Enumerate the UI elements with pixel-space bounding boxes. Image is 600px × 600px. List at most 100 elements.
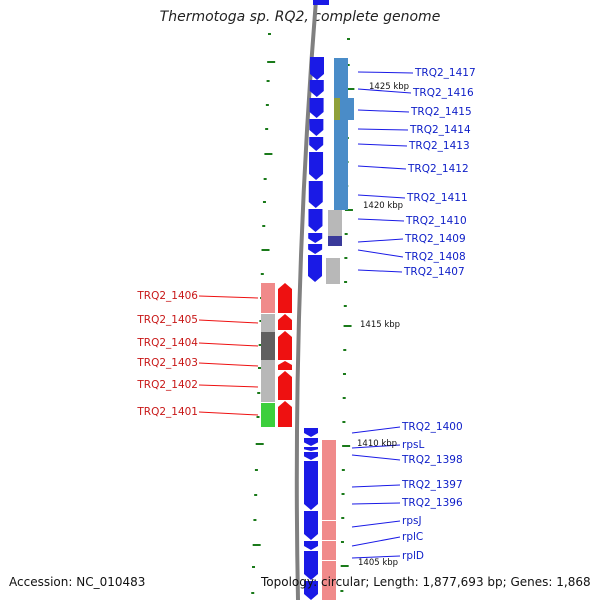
tick-mark [340,590,344,592]
gene-label: TRQ2_1410 [406,215,467,227]
leader-line [198,411,259,416]
gene-label: TRQ2_1409 [405,233,466,245]
leader-line [357,249,404,258]
tick-mark [340,541,344,543]
gene-arrow-forward [309,80,324,97]
cog-bar [340,98,354,120]
tick-mark [266,80,270,82]
tick-mark [346,64,350,66]
gene-label: TRQ2_1400 [402,421,463,433]
gene-arrow-forward [304,511,318,540]
gene-arrow-forward [309,137,324,151]
gene-label: TRQ2_1417 [415,67,476,79]
tick-mark [263,178,267,180]
tick-mark [262,201,266,203]
tick-mark [343,349,347,351]
gene-label: TRQ2_1412 [408,163,469,175]
leader-line [357,269,403,273]
leader-line [351,444,401,449]
cog-bar [334,120,348,152]
cog-bar [261,332,275,360]
topology-text: Topology: circular; Length: 1,877,693 bp… [261,575,591,589]
leader-line [351,426,401,434]
tick-mark [343,325,352,327]
kbp-label: 1410 kbp [357,439,398,449]
gene-label: rpsJ [402,515,422,527]
leader-line [351,484,401,488]
tick-mark [265,128,269,130]
leader-line [357,165,407,170]
gene-label: TRQ2_1405 [137,314,198,326]
leader-line [357,109,410,113]
tick-mark [254,494,258,496]
tick-mark [257,392,261,394]
gene-label: TRQ2_1414 [410,124,471,136]
leader-line [357,194,406,199]
gene-arrow-forward [310,57,324,80]
leader-line [357,71,414,74]
tick-mark [261,249,270,251]
gene-arrow-forward [304,461,318,510]
gene-arrows [278,57,324,600]
tick-mark [342,421,346,423]
leader-line [351,536,401,547]
tick-mark [264,153,273,155]
leader-line [351,520,401,528]
gene-label: TRQ2_1396 [402,497,463,509]
gene-label: rplD [402,550,424,562]
gene-arrow-forward [304,581,318,600]
gene-label: TRQ2_1401 [137,406,198,418]
gene-arrow-forward [308,255,323,282]
kbp-label: 1405 kbp [358,558,399,568]
gene-label: TRQ2_1403 [137,357,198,369]
leader-line [357,143,408,147]
gene-label: TRQ2_1406 [137,290,198,302]
gene-arrow-reverse [278,401,292,427]
tick-mark [252,566,256,568]
top-edge-arrow [313,0,329,5]
tick-mark [252,544,261,546]
leader-line [357,128,409,131]
cog-bars [261,58,354,600]
gene-arrow-forward [304,447,318,451]
gene-label: TRQ2_1398 [402,454,463,466]
gene-arrow-reverse [278,361,292,370]
gene-arrow-forward [309,152,324,180]
tick-mark [260,273,264,275]
leader-line [357,238,404,243]
tick-mark [265,104,269,106]
tick-mark [257,367,261,369]
cog-bar [261,283,275,313]
cog-bar [326,258,340,284]
cog-divider [322,560,336,561]
gene-label: TRQ2_1415 [411,106,472,118]
gene-arrow-forward [304,541,318,550]
tick-mark [343,305,347,307]
label-leaders [198,71,414,559]
leader-line [357,218,405,222]
gene-arrow-forward [309,119,324,136]
cog-bar [334,58,348,98]
gene-label: TRQ2_1408 [405,251,466,263]
tick-mark [342,397,346,399]
tick-mark [346,88,355,90]
tick-mark [254,469,258,471]
leader-line [198,384,259,388]
gene-label: TRQ2_1397 [402,479,463,491]
gene-label: TRQ2_1407 [404,266,465,278]
gene-arrow-reverse [278,283,292,313]
gene-label: TRQ2_1411 [407,192,468,204]
kbp-label: 1420 kbp [363,201,404,211]
tick-mark [341,493,345,495]
tick-mark [344,257,348,259]
tick-mark [268,33,271,35]
cog-bar [328,236,342,246]
gene-arrow-forward [309,98,324,118]
tick-mark [255,443,264,445]
gene-label: rplC [402,531,424,543]
tick-mark [342,373,346,375]
leader-line [198,342,259,347]
leader-line [351,555,401,559]
leader-line [351,502,401,505]
cog-bar [261,403,275,427]
